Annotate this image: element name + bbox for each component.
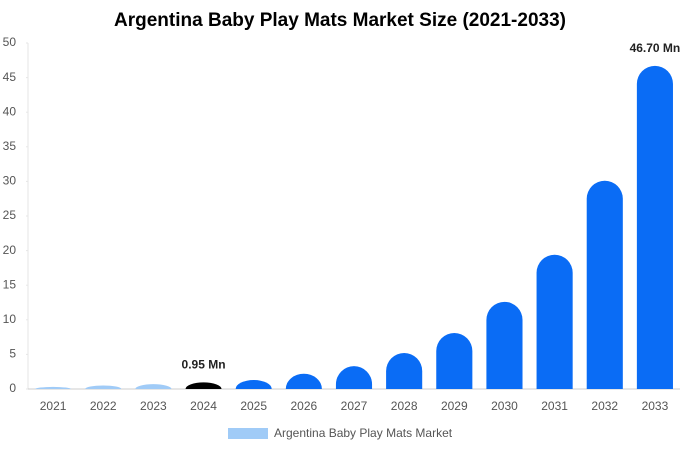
y-tick-label: 25: [3, 208, 17, 222]
y-tick-label: 20: [3, 243, 17, 257]
y-tick-label: 0: [9, 381, 16, 395]
bar: [185, 382, 222, 389]
legend-swatch: [228, 428, 268, 439]
y-tick-label: 45: [3, 70, 17, 84]
bar: [636, 65, 673, 389]
chart-title: Argentina Baby Play Mats Market Size (20…: [114, 10, 566, 31]
x-tick-label: 2030: [491, 399, 518, 413]
y-tick-label: 5: [9, 347, 16, 361]
bar: [35, 386, 72, 389]
bar: [335, 366, 373, 389]
y-tick-label: 30: [3, 174, 17, 188]
bar: [386, 353, 423, 389]
bar: [135, 384, 172, 389]
x-tick-label: 2023: [140, 399, 167, 413]
x-tick-label: 2027: [341, 399, 368, 413]
bar: [486, 301, 523, 389]
x-tick-label: 2024: [190, 399, 217, 413]
legend-label: Argentina Baby Play Mats Market: [274, 426, 453, 440]
value-label: 46.70 Mn: [630, 41, 680, 55]
x-tick-label: 2021: [40, 399, 67, 413]
bar: [235, 380, 272, 389]
bar: [85, 385, 122, 389]
y-tick-label: 50: [3, 35, 17, 49]
bar: [536, 254, 573, 389]
x-tick-label: 2032: [591, 399, 618, 413]
x-tick-label: 2028: [391, 399, 418, 413]
y-tick-label: 15: [3, 277, 17, 291]
y-tick-label: 40: [3, 104, 17, 118]
x-tick-label: 2031: [541, 399, 568, 413]
bar: [285, 373, 322, 389]
value-label: 0.95 Mn: [182, 358, 226, 372]
bar: [436, 332, 473, 389]
bar: [586, 180, 623, 389]
x-tick-label: 2026: [290, 399, 317, 413]
x-tick-label: 2025: [240, 399, 267, 413]
y-tick-label: 10: [3, 312, 17, 326]
x-tick-label: 2029: [441, 399, 468, 413]
x-tick-label: 2033: [642, 399, 669, 413]
y-tick-label: 35: [3, 139, 17, 153]
x-tick-label: 2022: [90, 399, 117, 413]
